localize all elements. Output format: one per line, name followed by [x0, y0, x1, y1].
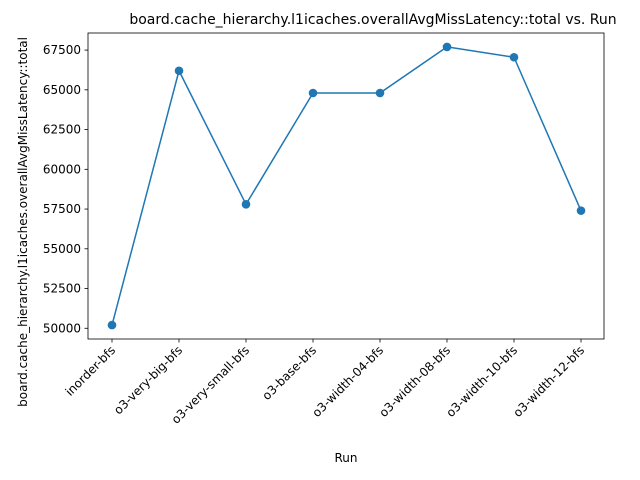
series-layer	[107, 42, 586, 330]
y-axis-label: board.cache_hierarchy.l1icaches.overallA…	[16, 37, 30, 407]
y-axis-ticks: 50000 52500 55000 57500 60000 62500 65000 67500	[43, 43, 88, 335]
data-point	[375, 88, 385, 98]
y-tick-label: 67500	[43, 43, 81, 57]
data-point	[174, 66, 184, 76]
y-tick-label: 65000	[43, 83, 81, 97]
data-point	[442, 42, 452, 52]
y-tick-label: 50000	[43, 321, 81, 335]
series-line	[111, 46, 582, 326]
y-tick-label: 62500	[43, 123, 81, 137]
data-point	[576, 206, 586, 215]
y-tick-label: 52500	[43, 282, 81, 296]
y-tick-label: 55000	[43, 242, 81, 256]
data-point	[107, 320, 117, 330]
plot-area-frame	[87, 32, 605, 340]
data-point	[308, 88, 318, 98]
y-tick-label: 60000	[43, 162, 81, 176]
x-axis-label: Run	[334, 451, 357, 465]
y-tick-label: 57500	[43, 202, 81, 216]
data-point	[509, 52, 519, 62]
data-point	[241, 199, 251, 209]
chart-title: board.cache_hierarchy.l1icaches.overallA…	[129, 12, 616, 28]
